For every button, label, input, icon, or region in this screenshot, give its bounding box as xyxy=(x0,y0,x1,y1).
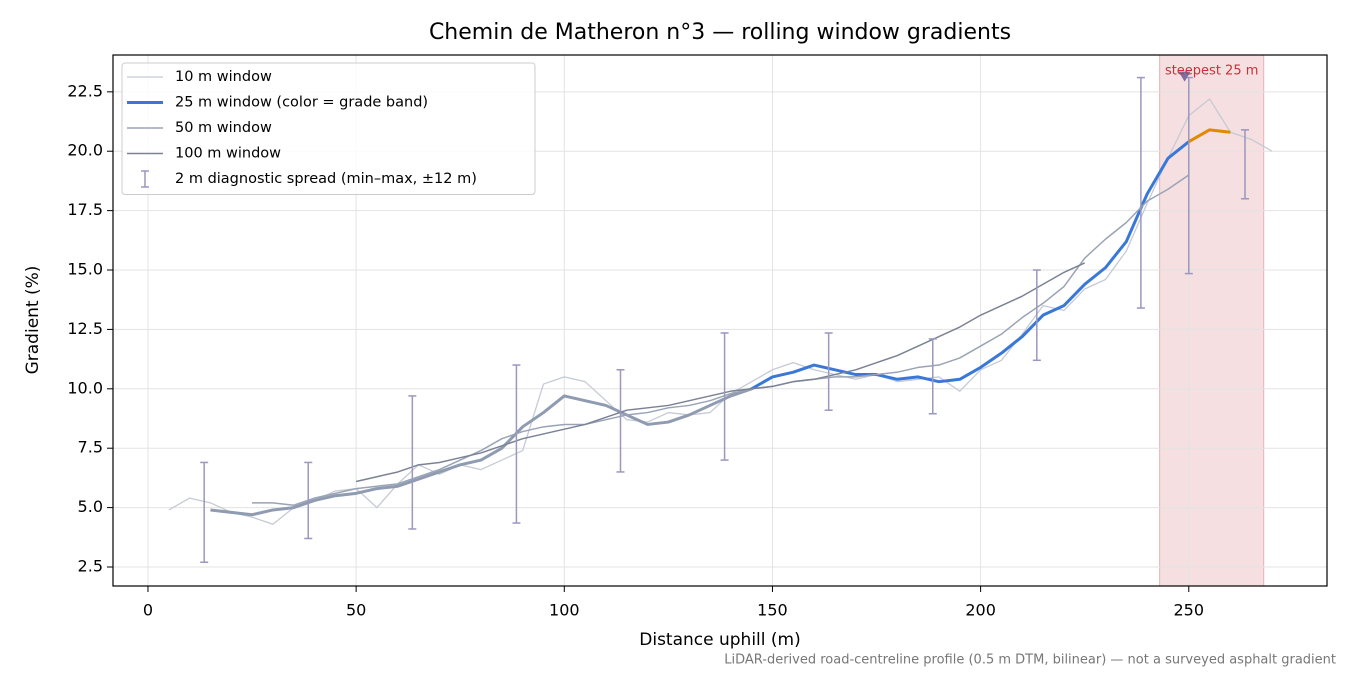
legend-label: 25 m window (color = grade band) xyxy=(175,95,428,111)
series-line xyxy=(210,387,753,517)
legend-label: 2 m diagnostic spread (min–max, ±12 m) xyxy=(175,171,477,187)
legend-label: 50 m window xyxy=(175,120,272,136)
series-line xyxy=(252,174,1190,506)
x-tick-label: 200 xyxy=(965,601,996,620)
x-tick-label: 100 xyxy=(549,601,580,620)
chart-title: Chemin de Matheron n°3 — rolling window … xyxy=(429,20,1011,45)
y-tick-label: 7.5 xyxy=(78,438,103,457)
plot-frame xyxy=(112,54,1328,587)
x-axis-label: Distance uphill (m) xyxy=(639,630,800,650)
legend: 10 m window 25 m window (color = grade ba… xyxy=(121,62,536,195)
series-line xyxy=(355,262,1086,483)
series-line xyxy=(1188,128,1231,144)
x-tick-label: 150 xyxy=(757,601,788,620)
x-tick-label: 50 xyxy=(346,601,366,620)
y-tick-label: 22.5 xyxy=(67,81,103,100)
x-tick-label: 0 xyxy=(143,601,153,620)
legend-label: 10 m window xyxy=(175,69,272,85)
y-tick-label: 17.5 xyxy=(67,200,103,219)
y-tick-label: 15.0 xyxy=(67,260,103,279)
y-tick-label: 20.0 xyxy=(67,141,103,160)
y-tick-label: 2.5 xyxy=(78,556,103,575)
series-line xyxy=(750,140,1190,391)
y-tick-label: 5.0 xyxy=(78,497,103,516)
legend-label: 100 m window xyxy=(175,146,281,162)
y-tick-label: 10.0 xyxy=(67,378,103,397)
y-tick-label: 12.5 xyxy=(67,319,103,338)
y-axis-label: Gradient (%) xyxy=(23,266,43,375)
highlight-span xyxy=(1159,54,1265,587)
footnote: LiDAR-derived road-centreline profile (0… xyxy=(724,653,1336,668)
legend-box xyxy=(121,62,536,195)
annotation-marker xyxy=(1178,71,1191,82)
annotation-label: steepest 25 m xyxy=(1165,64,1258,79)
x-tick-label: 250 xyxy=(1174,601,1205,620)
